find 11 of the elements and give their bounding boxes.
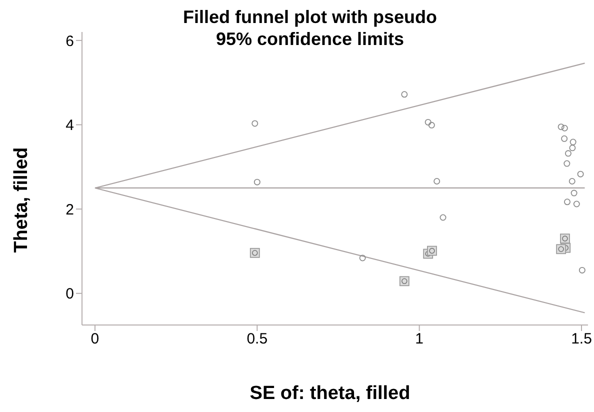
y-axis-title: Theta, filled bbox=[11, 147, 33, 253]
x-axis-title: SE of: theta, filled bbox=[248, 383, 412, 405]
y-tick-label: 6 bbox=[66, 32, 74, 50]
chart-title: Filled funnel plot with pseudo 95% confidence limits bbox=[182, 6, 438, 50]
x-tick-label: 1.5 bbox=[571, 330, 592, 348]
x-tick-label: 1 bbox=[415, 330, 424, 348]
x-tick-label: 0 bbox=[90, 330, 100, 348]
y-tick-label: 0 bbox=[66, 286, 74, 303]
y-tick-label: 4 bbox=[66, 117, 74, 134]
x-tick-label: 0.5 bbox=[246, 330, 268, 348]
y-tick-label: 2 bbox=[66, 201, 74, 218]
